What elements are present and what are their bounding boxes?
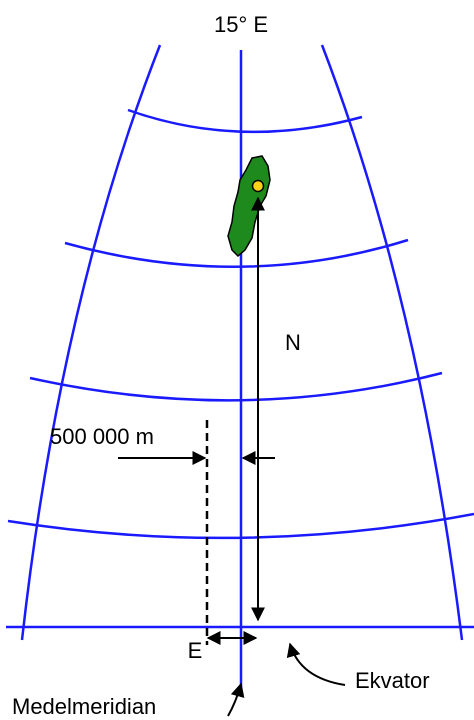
central-meridian-label: Medelmeridian [12, 694, 156, 719]
equator-pointer [286, 642, 346, 686]
meridian-pointer [227, 682, 245, 717]
east-label: E [188, 638, 203, 663]
sweden [227, 155, 271, 258]
parallel [29, 371, 443, 402]
parallel [127, 108, 363, 134]
north-label: N [285, 330, 301, 355]
meridian-label: 15° E [214, 12, 268, 37]
parallel [7, 512, 474, 540]
point [251, 179, 265, 193]
meridian [20, 44, 162, 641]
offset-label: 500 000 m [50, 424, 154, 449]
equator-label: Ekvator [355, 668, 430, 693]
graticule [6, 44, 474, 690]
meridian [320, 44, 464, 641]
parallel [64, 238, 409, 269]
